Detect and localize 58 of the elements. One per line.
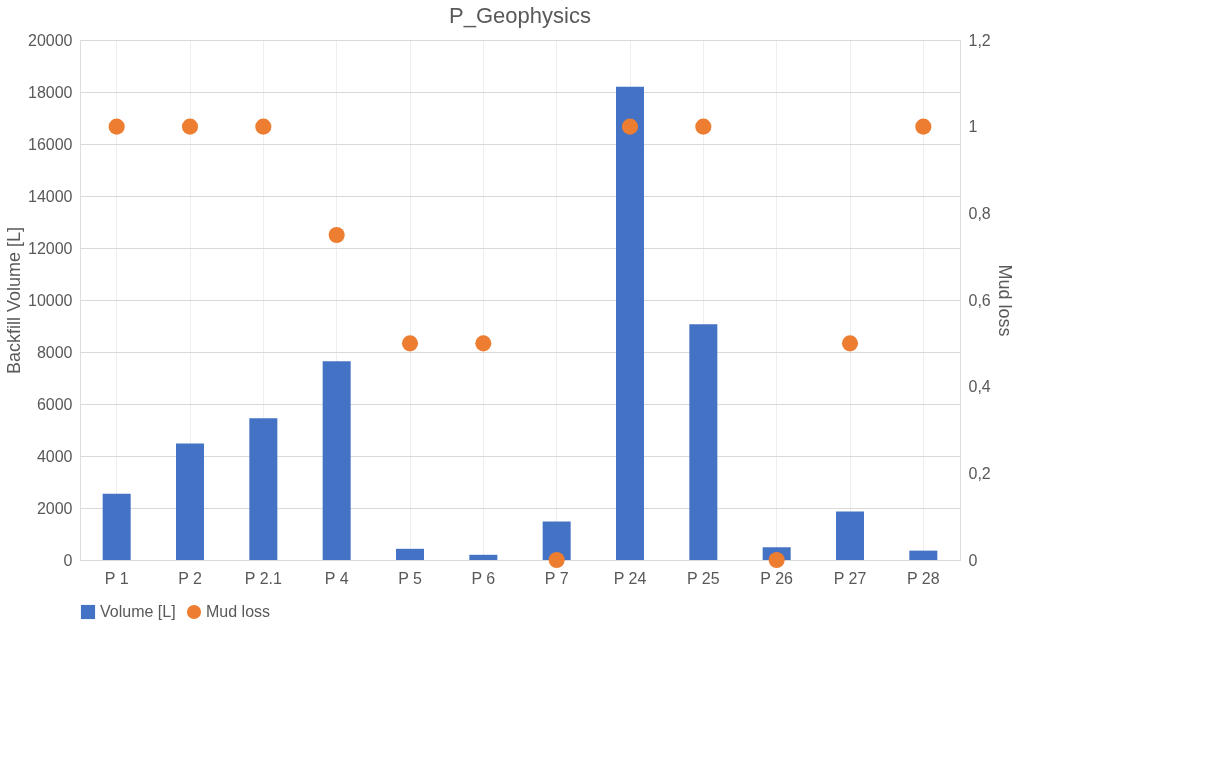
point — [548, 551, 565, 569]
y2-tick-label: 1,2 — [968, 31, 991, 49]
point — [255, 118, 272, 135]
chart-title: P_Geophysics — [449, 3, 591, 28]
y2-tick-label: 0,4 — [968, 378, 991, 396]
bar — [836, 511, 864, 560]
y2-tick-label: 1 — [968, 118, 978, 136]
y-tick-label: 10000 — [28, 291, 73, 309]
x-tick-label: P 2 — [178, 569, 202, 587]
x-tick-label: P 28 — [907, 569, 940, 587]
bar — [102, 493, 131, 560]
x-tick-label: P 27 — [833, 569, 867, 587]
x-tick-label: P 7 — [544, 569, 569, 587]
y2-tick-label: 0,6 — [968, 291, 991, 309]
x-tick-label: P 2.1 — [244, 569, 282, 587]
bar — [909, 550, 938, 560]
point — [695, 118, 712, 135]
y2-tick-label: 0,2 — [968, 464, 991, 482]
y-tick-label: 14000 — [28, 187, 73, 205]
point — [328, 226, 345, 244]
y-tick-label: 16000 — [28, 135, 73, 153]
y2-axis-title: Mud loss — [994, 264, 1015, 337]
x-tick-label: P 25 — [687, 569, 720, 587]
x-tick-label: P 5 — [398, 569, 422, 587]
x-tick-label: P 4 — [324, 569, 349, 587]
y-tick-label: 8000 — [36, 343, 73, 361]
bar — [689, 324, 718, 560]
legend-label: Mud loss — [206, 603, 271, 620]
point — [181, 118, 199, 135]
legend-label: Volume [L] — [100, 603, 176, 620]
bar — [322, 361, 351, 560]
y-tick-label: 0 — [63, 551, 73, 569]
x-tick-label: P 1 — [104, 569, 129, 587]
point — [108, 118, 125, 135]
y-tick-label: 12000 — [28, 239, 73, 257]
y-tick-label: 18000 — [28, 83, 73, 101]
x-tick-label: P 26 — [760, 569, 794, 587]
bar — [616, 86, 644, 560]
y2-tick-label: 0,8 — [968, 204, 991, 222]
point — [621, 118, 639, 135]
y-tick-label: 2000 — [36, 499, 73, 517]
point — [768, 551, 785, 569]
y-axis-title: Backfill Volume [L] — [4, 226, 25, 375]
y-tick-label: 4000 — [36, 447, 73, 465]
bar — [249, 418, 278, 560]
bar — [469, 554, 498, 560]
y-tick-label: 20000 — [28, 31, 73, 49]
bar — [176, 443, 204, 560]
x-tick-label: P 6 — [471, 569, 496, 587]
point — [841, 335, 859, 352]
y2-tick-label: 0 — [968, 551, 978, 569]
x-tick-label: P 24 — [613, 569, 647, 587]
bar — [542, 521, 571, 560]
y-tick-label: 6000 — [36, 395, 73, 413]
point — [915, 118, 932, 135]
bar — [396, 548, 424, 560]
point — [475, 335, 492, 352]
point — [401, 335, 419, 352]
